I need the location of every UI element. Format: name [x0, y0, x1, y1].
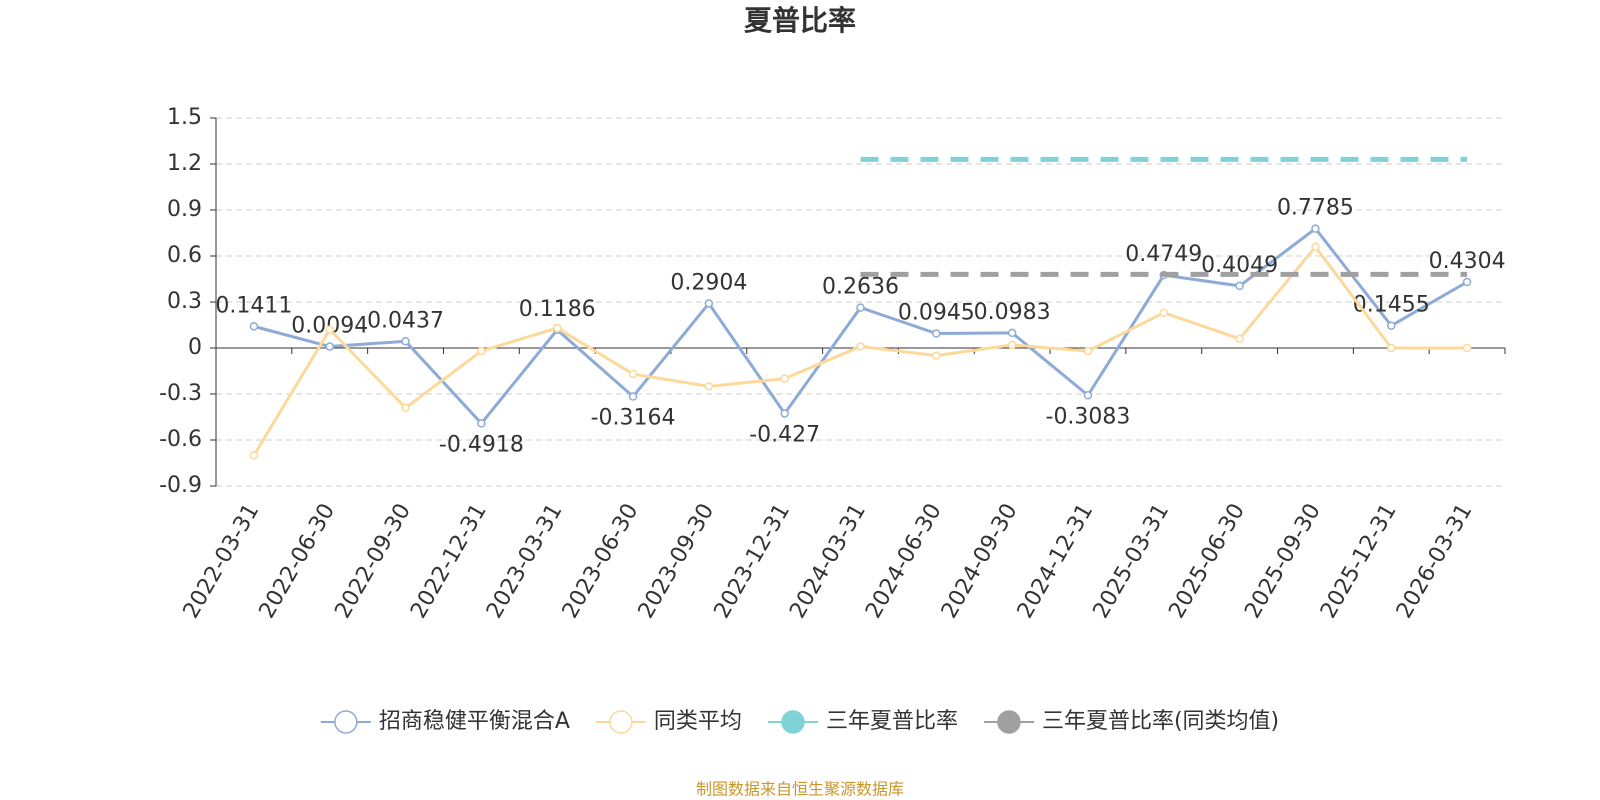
point: [325, 342, 334, 351]
point: [704, 382, 714, 391]
y-tick-label: -0.6: [159, 427, 202, 452]
y-tick-label: 0.3: [167, 289, 202, 314]
legend-label: 同类平均: [654, 709, 742, 734]
point: [932, 329, 941, 338]
point: [1462, 277, 1472, 287]
chart-title: 夏普比率: [744, 4, 856, 37]
point: [628, 392, 638, 401]
legend-label: 三年夏普比率: [826, 709, 958, 734]
data-label: 0.1411: [215, 293, 292, 318]
x-tick-label: 2024-06-30: [861, 499, 947, 622]
point: [856, 342, 865, 351]
point: [1311, 224, 1320, 233]
point: [1007, 328, 1017, 338]
x-tick-label: 2025-12-31: [1316, 500, 1402, 623]
y-tick-label: 0: [188, 335, 202, 360]
x-tick-label: 2022-03-31: [179, 500, 265, 623]
point: [249, 322, 259, 331]
y-tick-label: -0.9: [159, 473, 202, 498]
legend-marker: [334, 710, 358, 734]
point: [1159, 308, 1169, 317]
point: [401, 337, 410, 346]
data-label: -0.3083: [1046, 404, 1131, 429]
x-tick-label: 2023-03-31: [482, 500, 568, 623]
x-tick-label: 2023-12-31: [709, 500, 795, 623]
point: [1083, 391, 1093, 400]
data-label: 0.0945: [898, 301, 975, 326]
point: [856, 303, 865, 312]
legend-marker: [609, 710, 633, 734]
x-tick-label: 2025-06-30: [1164, 500, 1250, 623]
legend-label: 三年夏普比率(同类均值): [1042, 709, 1279, 734]
point: [1007, 340, 1017, 350]
point: [477, 346, 486, 356]
x-tick-label: 2022-12-31: [406, 499, 492, 622]
point: [552, 323, 562, 333]
legend: 招商稳健平衡混合A 同类平均 三年夏普比率 三年夏普比率(同类均值): [320, 709, 1279, 734]
point: [628, 369, 638, 379]
x-tick-label: 2024-03-31: [785, 500, 871, 623]
x-tick-label: 2025-09-30: [1240, 500, 1326, 623]
x-tick-label: 2022-06-30: [255, 500, 341, 623]
data-label: 0.2904: [670, 270, 747, 295]
data-label: -0.427: [749, 422, 820, 447]
y-tick-label: 1.5: [167, 105, 202, 130]
data-label: 0.4304: [1429, 249, 1506, 274]
data-label: 0.0437: [367, 308, 444, 333]
point: [1235, 334, 1244, 344]
y-tick-label: 0.6: [167, 243, 202, 268]
source-note: 制图数据来自恒生聚源数据库: [696, 780, 904, 799]
data-label: -0.3164: [591, 406, 676, 431]
legend-marker: [997, 710, 1021, 734]
point: [1083, 346, 1093, 356]
point: [780, 374, 789, 383]
data-label: 0.4749: [1125, 242, 1202, 267]
point: [1462, 343, 1472, 353]
x-tick-label: 2022-09-30: [330, 500, 416, 623]
data-label: 0.2636: [822, 275, 899, 300]
x-tick-label: 2026-03-31: [1392, 500, 1478, 623]
y-tick-label: 0.9: [167, 197, 202, 222]
point: [1235, 281, 1244, 291]
x-tick-label: 2023-06-30: [558, 500, 644, 623]
data-label: -0.4918: [439, 432, 524, 457]
x-tick-label: 2024-09-30: [937, 499, 1023, 622]
data-label: 0.0983: [974, 300, 1051, 325]
point: [477, 419, 486, 428]
point: [1387, 321, 1396, 330]
point: [1311, 242, 1320, 252]
data-label: 0.1186: [519, 297, 596, 322]
point: [932, 351, 941, 360]
point: [704, 299, 714, 308]
y-tick-label: -0.3: [159, 381, 202, 406]
point: [780, 409, 789, 418]
x-tick-label: 2023-09-30: [634, 500, 720, 623]
data-label: 0.7785: [1277, 196, 1354, 221]
y-tick-label: 1.2: [167, 151, 202, 176]
point: [325, 325, 334, 334]
point: [401, 403, 410, 413]
point: [249, 451, 259, 460]
legend-label: 招商稳健平衡混合A: [379, 709, 570, 734]
legend-marker: [781, 710, 805, 734]
x-tick-label: 2025-03-31: [1089, 500, 1175, 623]
x-tick-label: 2024-12-31: [1013, 500, 1099, 623]
point: [1387, 343, 1396, 353]
